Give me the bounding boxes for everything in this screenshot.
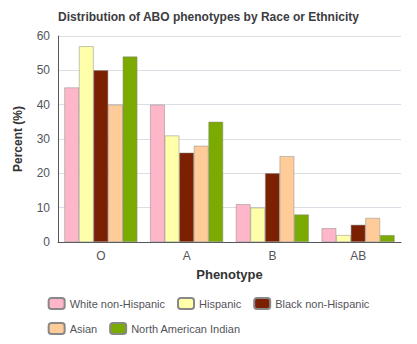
svg-text:40: 40 bbox=[37, 98, 51, 112]
svg-text:White non-Hispanic: White non-Hispanic bbox=[70, 298, 166, 310]
svg-text:Distribution of ABO phenotypes: Distribution of ABO phenotypes by Race o… bbox=[58, 10, 359, 24]
svg-text:North American Indian: North American Indian bbox=[131, 323, 240, 335]
svg-text:20: 20 bbox=[37, 166, 51, 180]
svg-text:0: 0 bbox=[43, 235, 50, 249]
svg-text:60: 60 bbox=[37, 29, 51, 43]
svg-text:O: O bbox=[96, 249, 105, 263]
svg-text:A: A bbox=[183, 249, 191, 263]
svg-text:Hispanic: Hispanic bbox=[199, 298, 242, 310]
svg-text:B: B bbox=[268, 249, 276, 263]
svg-text:30: 30 bbox=[37, 132, 51, 146]
svg-text:AB: AB bbox=[350, 249, 366, 263]
svg-text:Asian: Asian bbox=[70, 323, 98, 335]
svg-text:Phenotype: Phenotype bbox=[196, 267, 262, 282]
svg-text:50: 50 bbox=[37, 63, 51, 77]
svg-text:Black non-Hispanic: Black non-Hispanic bbox=[275, 298, 370, 310]
svg-text:Percent (%): Percent (%) bbox=[11, 106, 25, 172]
svg-text:10: 10 bbox=[37, 201, 51, 215]
